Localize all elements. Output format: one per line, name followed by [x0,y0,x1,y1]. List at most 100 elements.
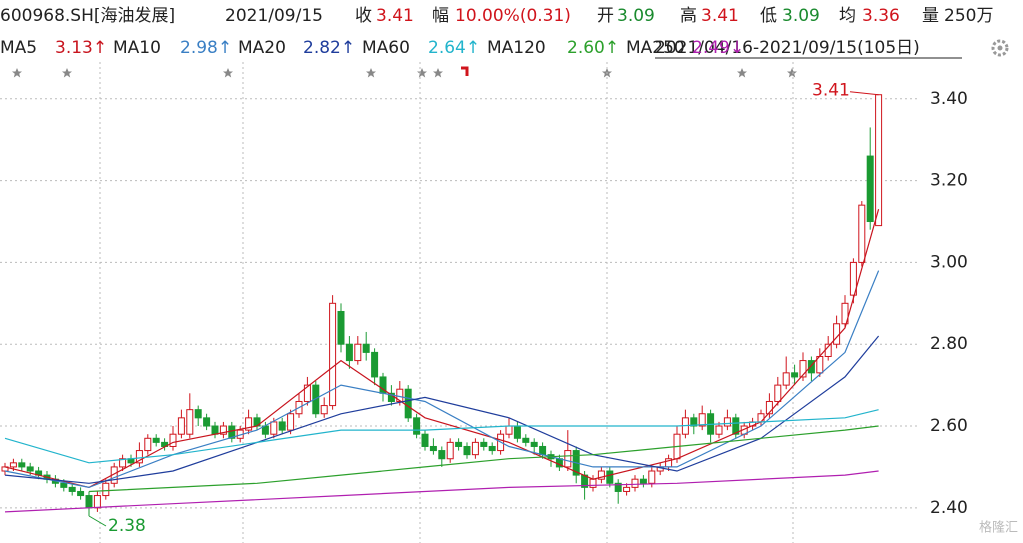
candle-body [774,384,782,402]
gear[interactable] [991,39,1009,57]
ma-line [88,425,879,493]
candle-body [362,343,370,353]
candle-body [211,425,219,435]
candle-body [841,302,849,325]
symbol: 600968.SH[海油发展] [0,6,175,26]
candle-body [320,405,328,415]
candle-body [429,445,437,452]
open-label: 开 [597,6,614,26]
candle-body [875,94,883,227]
high: 3.41 [701,6,739,26]
candle-body [329,302,337,407]
legend-value: 2.60↑ [567,38,619,58]
legend-name: MA20 [238,38,286,58]
candle-body [413,417,421,435]
legend-value: 2.82↑ [303,38,355,58]
avg-label: 均 [839,6,856,26]
candle-body [68,486,76,492]
candle-body [791,372,799,378]
low-label: 低 [760,6,777,26]
candle-body [631,478,639,488]
star [433,68,443,78]
candle-body [799,360,807,378]
vol: 250万 [944,6,993,26]
candle-body [135,450,143,464]
candle-body [169,433,177,447]
avg: 3.36 [862,6,900,26]
y-tick-label: 3.40 [930,89,968,109]
high-label: 3.41 [812,81,850,101]
candle-body [144,437,152,452]
close: 3.41 [376,6,414,26]
ma-line [4,470,879,513]
y-tick-label: 3.00 [930,252,968,272]
candle-body [606,470,614,484]
candle-body [849,261,857,296]
y-tick-label: 2.60 [930,416,968,436]
change-label: 幅 [432,6,449,26]
candle-body [177,417,185,435]
candle-body [564,450,572,468]
candle-body [522,437,530,443]
low-label: 2.38 [108,516,146,536]
candle-body [337,310,345,345]
legend-name: MA120 [487,38,546,58]
candle-body [463,445,471,456]
candle-body [85,495,93,509]
candle-body [480,441,488,447]
change: 10.00%(0.31) [455,6,571,26]
date: 2021/09/15 [225,6,323,26]
candle-body [396,388,404,402]
legend-name: MA250 [626,38,685,58]
candle-body [597,470,605,480]
candle-body [119,458,127,468]
candle-body [455,441,463,447]
star [223,68,233,78]
ma-line [4,209,880,489]
high-pointer [849,91,879,96]
gear-center[interactable] [997,45,1003,51]
candle-body [18,462,26,468]
candle-body [446,441,454,460]
candle-body [77,490,85,497]
candle-body [505,425,513,435]
candle-body [858,204,866,263]
candle-body [639,478,647,484]
candle-body [354,343,362,362]
close-label: 收 [355,6,372,26]
star [62,68,72,78]
star [12,68,22,78]
candle-body [530,441,538,447]
ma-line [4,409,879,464]
y-tick-label: 3.20 [930,171,968,191]
y-tick-label: 2.80 [930,334,968,354]
candle-body [488,445,496,452]
star [787,68,797,78]
settings-icon[interactable] [991,39,1009,57]
legend-value: 2.49↓ [692,38,744,58]
candle-body [228,425,236,439]
candle-body [26,466,34,472]
stars [12,68,797,78]
candle-body [539,445,547,456]
candle-body [93,495,101,509]
vol-label: 量 [922,6,939,26]
candle-body [303,384,311,402]
candle-body [690,417,698,427]
candle-body [404,388,412,419]
candle-body [866,155,874,223]
candle-body [203,417,211,427]
star [417,68,427,78]
star [737,68,747,78]
low-pointer [88,515,107,527]
ma-line [4,270,880,489]
watermark: 格隆汇 [979,520,1018,536]
candle-body [614,482,622,492]
candle-body [757,413,765,423]
candle-body [513,425,521,439]
candle-body [312,384,320,415]
candle-body [471,441,479,456]
candle-body [723,417,731,427]
candle-body [60,482,68,488]
